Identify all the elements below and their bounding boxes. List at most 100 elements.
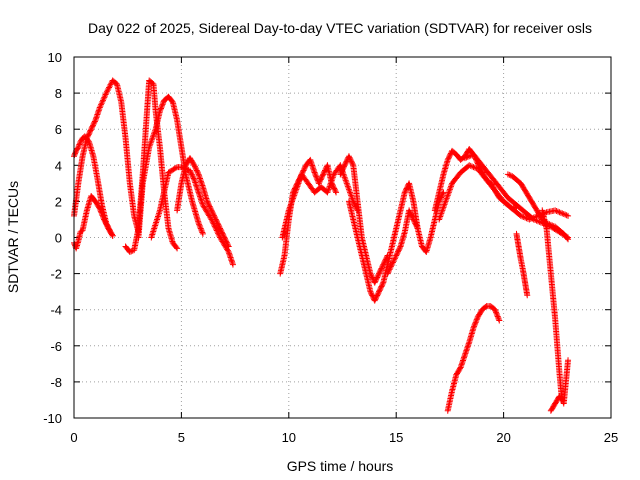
data-point — [209, 208, 216, 215]
data-point — [96, 205, 103, 212]
series-trace-e — [135, 93, 206, 241]
data-point — [445, 155, 452, 162]
data-point — [313, 173, 320, 180]
data-point — [88, 126, 95, 133]
data-point — [212, 215, 219, 222]
data-point — [466, 162, 473, 169]
data-point — [496, 317, 503, 324]
data-marks — [71, 77, 572, 414]
data-point — [189, 172, 196, 179]
data-point — [192, 164, 199, 171]
data-point — [337, 171, 344, 178]
data-point — [104, 87, 111, 94]
data-point — [463, 154, 470, 161]
data-point — [126, 248, 133, 255]
data-point — [402, 188, 409, 195]
data-point — [74, 145, 81, 152]
data-point — [218, 229, 225, 236]
data-point — [389, 259, 396, 266]
data-point — [377, 268, 384, 275]
data-point — [368, 291, 375, 298]
data-point — [217, 226, 224, 233]
data-point — [557, 209, 564, 216]
data-point — [159, 102, 166, 109]
data-point — [193, 167, 200, 174]
data-point — [494, 313, 501, 320]
data-point — [563, 212, 570, 219]
data-point — [409, 213, 416, 220]
data-point — [91, 118, 98, 125]
data-point — [520, 214, 527, 221]
data-point — [107, 81, 114, 88]
data-point — [396, 246, 403, 253]
data-point — [339, 166, 346, 173]
data-point — [553, 208, 560, 215]
x-tick-label: 10 — [282, 430, 296, 445]
data-point — [395, 247, 402, 254]
data-point — [87, 127, 94, 134]
data-point — [394, 249, 401, 256]
data-point — [506, 171, 513, 178]
data-point — [214, 220, 221, 227]
data-point — [85, 131, 92, 138]
data-point — [218, 228, 225, 235]
data-point — [492, 306, 499, 313]
data-point — [376, 270, 383, 277]
series-trace-t — [547, 393, 565, 414]
data-point — [99, 98, 106, 105]
data-point — [75, 142, 82, 149]
data-point — [213, 226, 220, 233]
data-point — [101, 94, 108, 101]
data-point — [378, 265, 385, 272]
data-point — [209, 210, 216, 217]
data-point — [411, 219, 418, 226]
data-point — [388, 262, 395, 269]
data-point — [377, 284, 384, 291]
data-point — [408, 212, 415, 219]
data-point — [91, 119, 98, 126]
data-point — [384, 270, 391, 277]
data-point — [373, 275, 380, 282]
data-point — [385, 269, 392, 276]
data-point — [332, 188, 339, 195]
data-point — [216, 224, 223, 231]
data-point — [320, 171, 327, 178]
data-point — [223, 239, 230, 246]
data-point — [471, 322, 478, 329]
data-point — [101, 216, 108, 223]
data-point — [195, 220, 202, 227]
data-point — [194, 168, 201, 175]
data-point — [385, 267, 392, 274]
data-point — [330, 184, 337, 191]
data-point — [210, 212, 217, 219]
data-point — [373, 293, 380, 300]
data-point — [225, 243, 232, 250]
data-point — [215, 222, 222, 229]
data-point — [378, 283, 385, 290]
data-point — [564, 235, 571, 242]
data-point — [71, 151, 78, 158]
data-point — [377, 286, 384, 293]
data-point — [341, 162, 348, 169]
data-point — [206, 203, 213, 210]
data-point — [100, 95, 107, 102]
data-point — [312, 172, 319, 179]
data-point — [172, 164, 179, 171]
data-point — [338, 168, 345, 175]
series-trace-a — [71, 77, 142, 236]
data-point — [552, 207, 559, 214]
data-point — [100, 215, 107, 222]
data-point — [97, 103, 104, 110]
y-tick-label: -6 — [50, 339, 62, 354]
data-point — [196, 221, 203, 228]
data-point — [377, 266, 384, 273]
data-point — [372, 278, 379, 285]
data-point — [401, 189, 408, 196]
data-point — [374, 273, 381, 280]
series-trace-k — [345, 180, 421, 304]
data-point — [159, 101, 166, 108]
data-point — [98, 100, 105, 107]
data-point — [97, 206, 104, 213]
data-point — [188, 171, 195, 178]
data-point — [470, 164, 477, 171]
